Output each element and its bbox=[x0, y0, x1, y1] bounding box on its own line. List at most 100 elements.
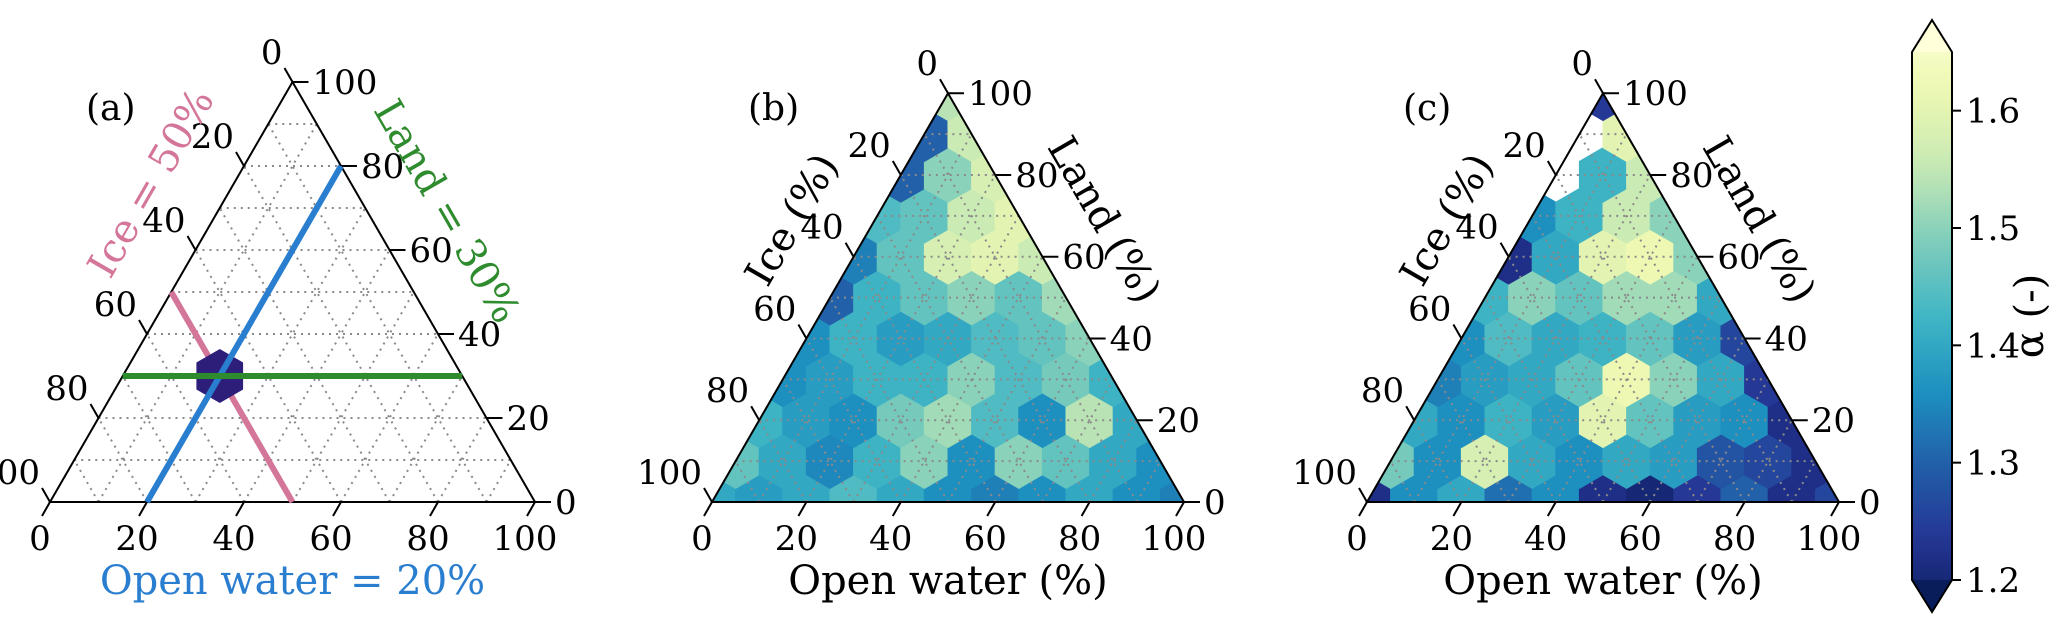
bottom-tick-label: 100 bbox=[1142, 519, 1207, 559]
grid-line bbox=[1696, 378, 1770, 503]
tick-mark bbox=[1175, 501, 1185, 517]
right-tick-label: 40 bbox=[458, 315, 501, 355]
right-tick-label: 60 bbox=[1717, 238, 1760, 278]
colorbar-tick-label: 1.6 bbox=[1966, 92, 2020, 132]
right-tick-label: 0 bbox=[555, 483, 577, 523]
panel-label: (a) bbox=[86, 88, 136, 129]
bottom-tick-label: 80 bbox=[406, 519, 449, 559]
bottom-axis-label: Open water (%) bbox=[788, 558, 1107, 604]
grid-line bbox=[218, 207, 391, 503]
grid-line bbox=[1413, 133, 1628, 503]
colorbar-extend-max bbox=[1912, 20, 1952, 52]
tick-mark bbox=[1452, 323, 1463, 339]
grid-line bbox=[340, 333, 439, 503]
left-tick-label: 0 bbox=[916, 44, 938, 84]
left-tick-label: 20 bbox=[1503, 126, 1546, 166]
left-tick-label: 80 bbox=[1361, 371, 1404, 411]
left-tick-label: 0 bbox=[1571, 44, 1593, 84]
colorbar-tick-label: 1.4 bbox=[1966, 326, 2020, 366]
tick-mark bbox=[429, 501, 439, 517]
grid-line bbox=[194, 207, 367, 503]
grid-line bbox=[1578, 133, 1793, 503]
grid-line bbox=[1554, 256, 1699, 503]
colorbar-gradient bbox=[1912, 52, 1952, 580]
bottom-tick-label: 0 bbox=[1346, 519, 1368, 559]
bottom-tick-label: 80 bbox=[1713, 519, 1756, 559]
bottom-tick-label: 40 bbox=[869, 519, 912, 559]
grid-line bbox=[829, 297, 949, 503]
grid-line bbox=[291, 291, 415, 503]
left-tick-label: 40 bbox=[1455, 208, 1498, 248]
grid-line bbox=[923, 133, 1138, 503]
tick-mark bbox=[750, 405, 761, 421]
grid-line bbox=[97, 123, 318, 503]
left-tick-label: 80 bbox=[706, 371, 749, 411]
tick-mark bbox=[41, 501, 51, 517]
grid-line bbox=[758, 419, 808, 503]
tick-mark bbox=[186, 235, 197, 251]
tick-mark bbox=[138, 501, 148, 517]
left-tick-label: 40 bbox=[142, 201, 185, 241]
bottom-axis-label: Open water (%) bbox=[1443, 558, 1762, 604]
grid-line bbox=[734, 460, 761, 503]
ternary-grid bbox=[734, 133, 1162, 503]
grid-line bbox=[1436, 378, 1510, 503]
left-tick-label: 40 bbox=[800, 208, 843, 248]
tick-mark bbox=[235, 151, 245, 167]
bottom-tick-label: 0 bbox=[29, 519, 51, 559]
bottom-tick-label: 40 bbox=[212, 519, 255, 559]
ternary-frame bbox=[710, 91, 1186, 503]
right-tick-label: 100 bbox=[313, 63, 378, 103]
tick-mark bbox=[41, 487, 51, 503]
reference-line-label-land: Land = 30% bbox=[364, 92, 529, 331]
tick-mark bbox=[939, 78, 949, 94]
tick-mark bbox=[844, 242, 855, 258]
left-tick-label: 20 bbox=[848, 126, 891, 166]
grid-line bbox=[781, 378, 855, 503]
left-tick-label: 80 bbox=[45, 369, 88, 409]
grid-line bbox=[485, 459, 512, 503]
tick-mark bbox=[1080, 501, 1091, 517]
tick-mark bbox=[1830, 501, 1840, 517]
tick-mark bbox=[1546, 160, 1557, 176]
grid-line bbox=[1135, 460, 1162, 503]
reference-line-water bbox=[144, 164, 344, 504]
grid-line bbox=[1743, 419, 1793, 503]
ternary-panel-a: 000202020404040606060808080100100100(a)I… bbox=[0, 33, 577, 604]
bottom-tick-label: 20 bbox=[1430, 519, 1473, 559]
right-tick-label: 20 bbox=[507, 399, 550, 439]
grid-line bbox=[146, 333, 245, 503]
colorbar-extend-min bbox=[1912, 580, 1952, 612]
tick-mark bbox=[797, 323, 808, 339]
right-tick-label: 80 bbox=[361, 147, 404, 187]
ternary-panel-c: 0 0 0 20 20 20 40 40 40 60 60 60 80 80 80 100 100 100 (c) O… bbox=[1292, 44, 1881, 604]
colorbar-label: α (-) bbox=[2007, 274, 2053, 358]
bottom-tick-label: 20 bbox=[775, 519, 818, 559]
colorbar-tick-label: 1.3 bbox=[1966, 444, 2020, 484]
tick-mark bbox=[1358, 501, 1368, 517]
left-tick-label: 100 bbox=[0, 453, 40, 493]
tick-mark bbox=[891, 501, 902, 517]
bottom-tick-label: 60 bbox=[964, 519, 1007, 559]
ternary-frame bbox=[1365, 91, 1841, 503]
tick-mark bbox=[332, 501, 342, 517]
colorbar-tick-label: 1.5 bbox=[1966, 209, 2020, 249]
tick-mark bbox=[1358, 487, 1368, 503]
left-tick-label: 60 bbox=[94, 285, 137, 325]
grid-line bbox=[1413, 419, 1463, 503]
colorbar-tick-label: 1.2 bbox=[1966, 561, 2020, 601]
panel-label: (b) bbox=[748, 88, 799, 129]
reference-line-ice bbox=[168, 290, 296, 504]
right-tick-label: 80 bbox=[1015, 156, 1058, 196]
bottom-tick-label: 20 bbox=[115, 519, 158, 559]
bottom-tick-label: 60 bbox=[1619, 519, 1662, 559]
right-tick-label: 100 bbox=[1623, 74, 1688, 114]
left-tick-label: 60 bbox=[753, 289, 796, 329]
tick-mark bbox=[703, 487, 713, 503]
bottom-tick-label: 100 bbox=[493, 519, 558, 559]
tick-mark bbox=[1405, 405, 1416, 421]
right-tick-label: 100 bbox=[968, 74, 1033, 114]
left-tick-label: 100 bbox=[637, 453, 702, 493]
grid-line bbox=[758, 133, 973, 503]
grid-line bbox=[73, 459, 100, 503]
